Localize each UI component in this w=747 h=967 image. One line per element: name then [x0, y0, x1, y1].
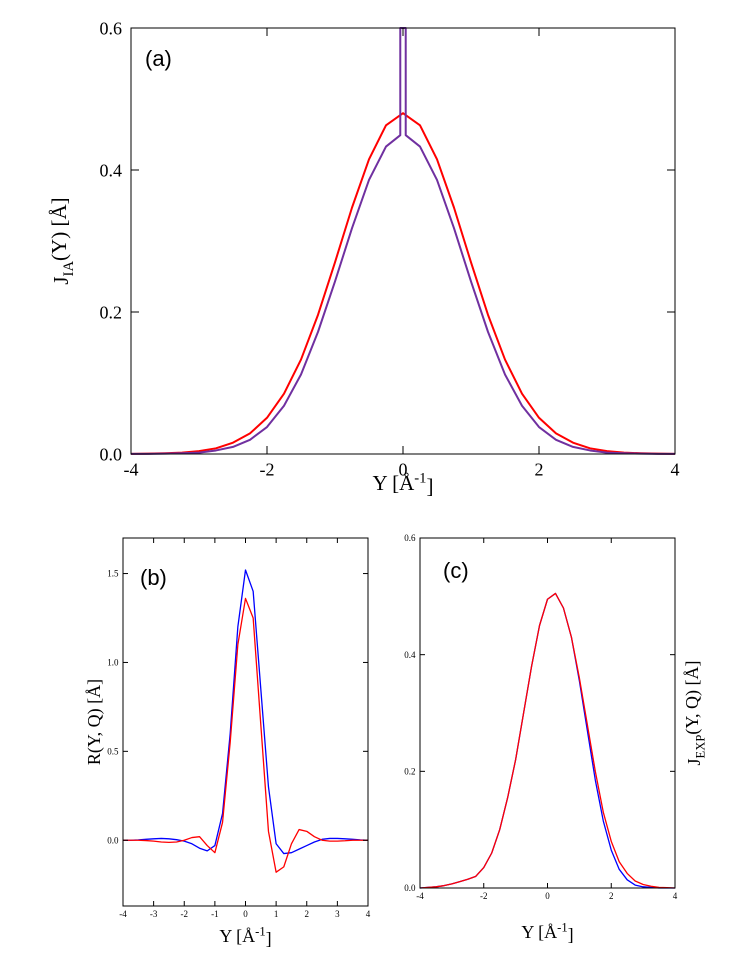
axis-label-part: (Y, Q) [Å]: [682, 661, 703, 735]
plot-area: [131, 27, 675, 455]
y-tick-label: 0.4: [100, 160, 123, 180]
axis-label-part: ]: [427, 474, 434, 498]
panel: -4 -3 -2 -1 0 1 2 3 4 0.0 0.5 1.0 1.5 (b) Y [Å-1] R(Y, …: [84, 537, 371, 949]
plot-area: [420, 592, 675, 889]
y-tick-label: 0.0: [107, 835, 119, 845]
axis-label-part: Y [Å: [372, 471, 415, 495]
x-tick-label: -2: [480, 891, 488, 901]
axes-frame: [419, 537, 676, 889]
axis-label-part: IA: [61, 261, 77, 277]
x-tick-label: 0: [243, 909, 248, 919]
data-line: [420, 592, 675, 889]
y-tick-label: 0.0: [100, 444, 123, 464]
x-tick-label: 2: [609, 891, 614, 901]
x-tick-label: 1: [274, 909, 279, 919]
axis-label-part: -1: [557, 921, 568, 935]
panel-label: (a): [145, 46, 172, 71]
x-tick-label: -4: [119, 909, 127, 919]
plot-area: [123, 569, 368, 873]
axis-label-part: Y [Å: [521, 922, 557, 942]
panel-label: (c): [443, 558, 469, 583]
axis-label-part: ]: [266, 929, 272, 949]
panel: -4 -2 0 2 4 0.0 0.2 0.4 0.6 (c) Y [Å-1] JEXP(Y, Q) …: [404, 533, 707, 945]
x-tick-label: 4: [366, 909, 371, 919]
axis-label: JIA(Y) [Å]: [47, 197, 77, 284]
panel-label: (b): [140, 565, 167, 590]
axis-label-part: Y [Å: [219, 926, 255, 946]
axes-frame: [122, 537, 369, 907]
axis-label-part: -1: [255, 925, 266, 939]
x-tick-label: 0: [545, 891, 550, 901]
axis-label: R(Y, Q) [Å]: [84, 679, 105, 765]
y-tick-label: 0.5: [107, 746, 119, 756]
axis-label-part: ]: [568, 925, 574, 945]
y-tick-label: 0.4: [404, 650, 416, 660]
x-tick-label: -2: [181, 909, 189, 919]
x-tick-label: 2: [535, 460, 544, 480]
axis-label-part: EXP: [693, 735, 707, 759]
data-line: [131, 27, 675, 455]
x-tick-label: 3: [335, 909, 340, 919]
axis-label: Y [Å-1]: [219, 925, 271, 949]
axis-label: Y [Å-1]: [521, 921, 573, 945]
axis-label-part: J: [49, 276, 73, 284]
axis-label: Y [Å-1]: [372, 471, 433, 499]
axis-label-part: J: [684, 758, 704, 765]
axes-frame: [130, 27, 676, 455]
axis-label-part: R(Y, Q) [Å]: [84, 679, 105, 765]
x-tick-label: -4: [416, 891, 424, 901]
y-tick-label: 0.6: [404, 533, 416, 543]
x-tick-label: -2: [260, 460, 275, 480]
y-tick-label: 1.0: [107, 658, 119, 668]
axis-label-part: -1: [414, 471, 426, 487]
y-tick-label: 0.2: [404, 766, 415, 776]
data-line: [123, 569, 368, 855]
data-line: [420, 592, 675, 889]
y-tick-label: 1.5: [107, 569, 119, 579]
x-tick-label: -3: [150, 909, 158, 919]
x-tick-label: 0: [399, 460, 408, 480]
x-tick-label: -4: [124, 460, 139, 480]
axis-label: JEXP(Y, Q) [Å]: [682, 661, 707, 766]
data-line: [123, 597, 368, 873]
panel: -4 -2 0 2 4 0.0 0.2 0.4 0.6 (a) Y [Å-1] JIA(Y) [Å]: [47, 18, 680, 498]
data-line: [131, 112, 675, 455]
axis-label-part: (Y) [Å]: [47, 197, 71, 261]
x-tick-label: 4: [673, 891, 678, 901]
y-tick-label: 0.6: [100, 18, 123, 38]
x-tick-label: -1: [211, 909, 219, 919]
y-tick-label: 0.2: [100, 302, 123, 322]
x-tick-label: 2: [305, 909, 310, 919]
y-tick-label: 0.0: [404, 883, 416, 893]
x-tick-label: 4: [671, 460, 680, 480]
